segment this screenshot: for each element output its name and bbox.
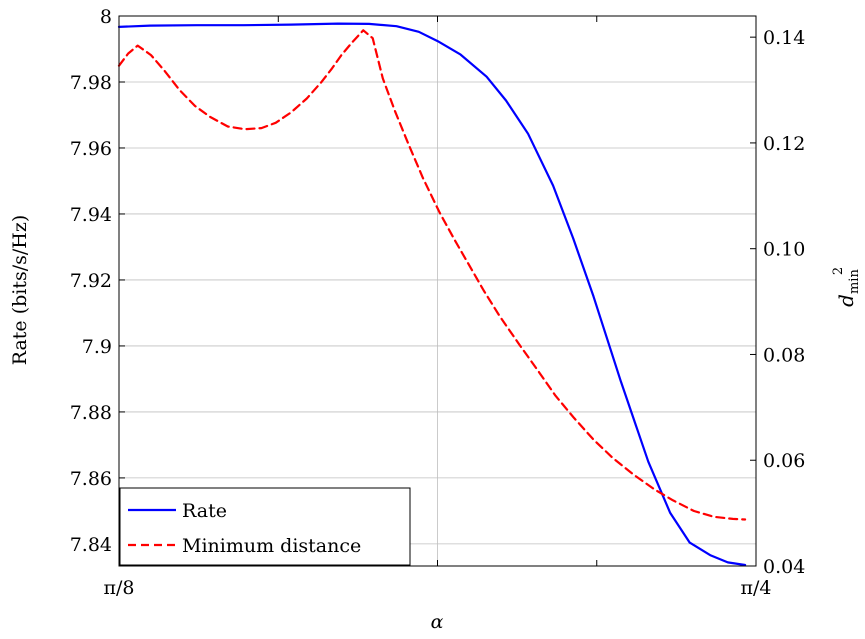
- y-left-tick-label: 8: [100, 6, 112, 28]
- y-left-axis-title: Rate (bits/s/Hz): [9, 215, 31, 366]
- y-left-tick-label: 7.96: [70, 138, 112, 160]
- y-right-tick-label: 0.12: [763, 133, 805, 155]
- grid-layer: [119, 15, 756, 566]
- y-right-title-sup: 2: [831, 267, 846, 275]
- y-right-tick-label: 0.04: [763, 556, 805, 578]
- tick-layer: [119, 15, 756, 567]
- series-line-minimum-distance: [117, 29, 747, 521]
- series-line-rate: [117, 22, 747, 567]
- y-left-tick-label: 7.9: [82, 336, 112, 358]
- x-axis-title: α: [431, 611, 444, 633]
- y-right-axis-title: dmin: [834, 269, 862, 307]
- x-tick-label: π/4: [741, 577, 772, 599]
- y-right-tick-label: 0.06: [763, 450, 805, 472]
- y-left-tick-label: 7.94: [70, 204, 112, 226]
- y-left-tick-label: 7.84: [70, 534, 112, 556]
- series-layer: [117, 22, 747, 567]
- y-right-tick-label: 0.14: [763, 27, 805, 49]
- y-right-title-sub: min: [847, 269, 862, 294]
- legend: Rate Minimum distance: [119, 487, 411, 566]
- y-left-tick-label: 7.98: [70, 72, 112, 94]
- y-left-tick-label: 7.88: [70, 402, 112, 424]
- y-right-title-base: d: [834, 294, 858, 307]
- legend-rate-label: Rate: [182, 500, 227, 522]
- y-left-tick-label: 7.92: [70, 270, 112, 292]
- legend-box: [119, 487, 411, 566]
- y-left-tick-label: 7.86: [70, 468, 112, 490]
- y-right-tick-label: 0.08: [763, 344, 805, 366]
- x-tick-label: π/8: [104, 577, 135, 599]
- legend-distance-label: Minimum distance: [182, 535, 361, 557]
- y-right-tick-label: 0.10: [763, 239, 805, 261]
